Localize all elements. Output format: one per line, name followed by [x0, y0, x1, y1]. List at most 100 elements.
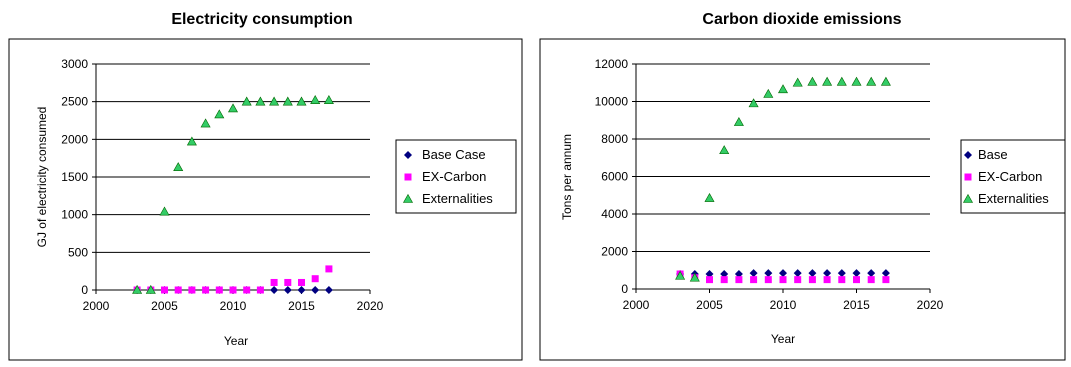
data-point — [174, 286, 182, 294]
legend-marker — [964, 151, 972, 159]
data-point — [298, 278, 305, 286]
data-point — [880, 76, 891, 86]
data-point — [720, 270, 729, 278]
y-tick-label: 8000 — [601, 132, 628, 146]
data-point — [256, 286, 264, 294]
legend-box — [960, 139, 1066, 214]
data-point — [704, 192, 715, 202]
x-tick-labels: 2000 2005 2010 2015 2020 — [623, 298, 944, 312]
y-tick-label: 0 — [81, 283, 88, 297]
y-tick-label: 500 — [68, 245, 88, 259]
data-point — [853, 276, 860, 284]
data-point — [215, 286, 223, 294]
data-point — [173, 162, 184, 172]
data-point — [159, 206, 170, 216]
data-point — [881, 269, 890, 278]
data-point — [214, 109, 225, 119]
data-point — [269, 96, 280, 106]
data-point — [866, 76, 877, 86]
data-point — [243, 286, 251, 294]
data-point — [705, 270, 714, 278]
data-point — [706, 276, 713, 284]
legend-label: Base Case — [422, 147, 486, 162]
data-point — [779, 276, 787, 284]
data-point — [675, 270, 686, 280]
data-point — [764, 269, 773, 278]
x-tick-label: 2020 — [917, 298, 944, 312]
data-point — [324, 286, 333, 294]
data-point — [749, 269, 758, 278]
legend-marker — [962, 193, 974, 203]
y-tick-label: 12000 — [595, 57, 629, 71]
y-tick-labels: 0 500 1000 1500 2000 2500 3000 — [61, 57, 88, 297]
chart-carbon-dioxide-emissions: Carbon dioxide emissions 0 2000 4000 6000 80… — [539, 11, 1066, 361]
data-point — [733, 117, 744, 126]
x-tick-label: 2000 — [83, 299, 110, 313]
x-tick-label: 2010 — [770, 298, 797, 312]
data-point — [200, 118, 211, 128]
axes — [632, 63, 931, 293]
legend-label: EX-Carbon — [978, 169, 1042, 184]
data-point — [323, 95, 334, 104]
data-point — [735, 276, 743, 284]
y-tick-label: 2000 — [61, 132, 88, 146]
data-points — [675, 76, 891, 284]
legend-marker — [964, 173, 972, 181]
legend-label: EX-Carbon — [422, 169, 486, 184]
x-tick-labels: 2000 2005 2010 2015 2020 — [83, 299, 384, 313]
data-point — [188, 286, 196, 294]
data-point — [777, 84, 789, 94]
data-point — [689, 272, 700, 282]
data-point — [748, 98, 759, 108]
legend-label: Base — [978, 147, 1008, 162]
data-point — [270, 278, 278, 286]
legend-marker — [404, 151, 412, 159]
data-point — [822, 76, 833, 86]
data-point — [283, 286, 292, 294]
data-point — [867, 276, 875, 284]
y-tick-label: 10000 — [595, 95, 629, 109]
data-point — [270, 286, 279, 294]
data-point — [296, 96, 307, 106]
data-point — [808, 276, 816, 284]
data-point — [720, 276, 728, 284]
y-tick-labels: 0 2000 4000 6000 8000 10000 12000 — [595, 57, 629, 296]
data-point — [851, 76, 862, 86]
data-point — [297, 286, 306, 294]
chart-title: Electricity consumption — [171, 11, 352, 28]
legend-label: Externalities — [422, 191, 493, 206]
data-point — [764, 276, 772, 284]
data-point — [763, 88, 774, 98]
data-point — [255, 96, 266, 106]
x-axis-label: Year — [224, 334, 248, 348]
legend-marker — [402, 193, 414, 203]
data-point — [132, 284, 143, 294]
gridlines — [96, 63, 370, 253]
legend-label: Externalities — [978, 191, 1049, 206]
y-tick-label: 2000 — [601, 245, 628, 259]
data-point — [852, 269, 861, 278]
legend: Base EX-Carbon Externalities — [960, 139, 1066, 214]
data-point — [823, 276, 831, 284]
data-point — [145, 284, 156, 294]
data-point — [807, 76, 818, 86]
data-point — [792, 77, 803, 87]
data-point — [282, 96, 293, 106]
x-tick-label: 2020 — [357, 299, 384, 313]
y-tick-label: 4000 — [601, 207, 628, 221]
x-tick-label: 2005 — [696, 298, 723, 312]
legend: Base Case EX-Carbon Externalities — [395, 139, 517, 214]
data-point — [202, 286, 210, 294]
chart-electricity-consumption: Electricity consumption 0 500 1000 1500 2000… — [8, 11, 523, 361]
y-tick-label: 6000 — [601, 170, 628, 184]
data-point — [311, 275, 319, 283]
legend-markers — [962, 151, 974, 203]
data-point — [310, 95, 321, 104]
x-tick-label: 2005 — [151, 299, 178, 313]
data-point — [794, 276, 802, 284]
data-point — [750, 276, 758, 284]
chart-title: Carbon dioxide emissions — [702, 11, 901, 28]
x-tick-label: 2015 — [288, 299, 315, 313]
data-point — [867, 269, 876, 278]
